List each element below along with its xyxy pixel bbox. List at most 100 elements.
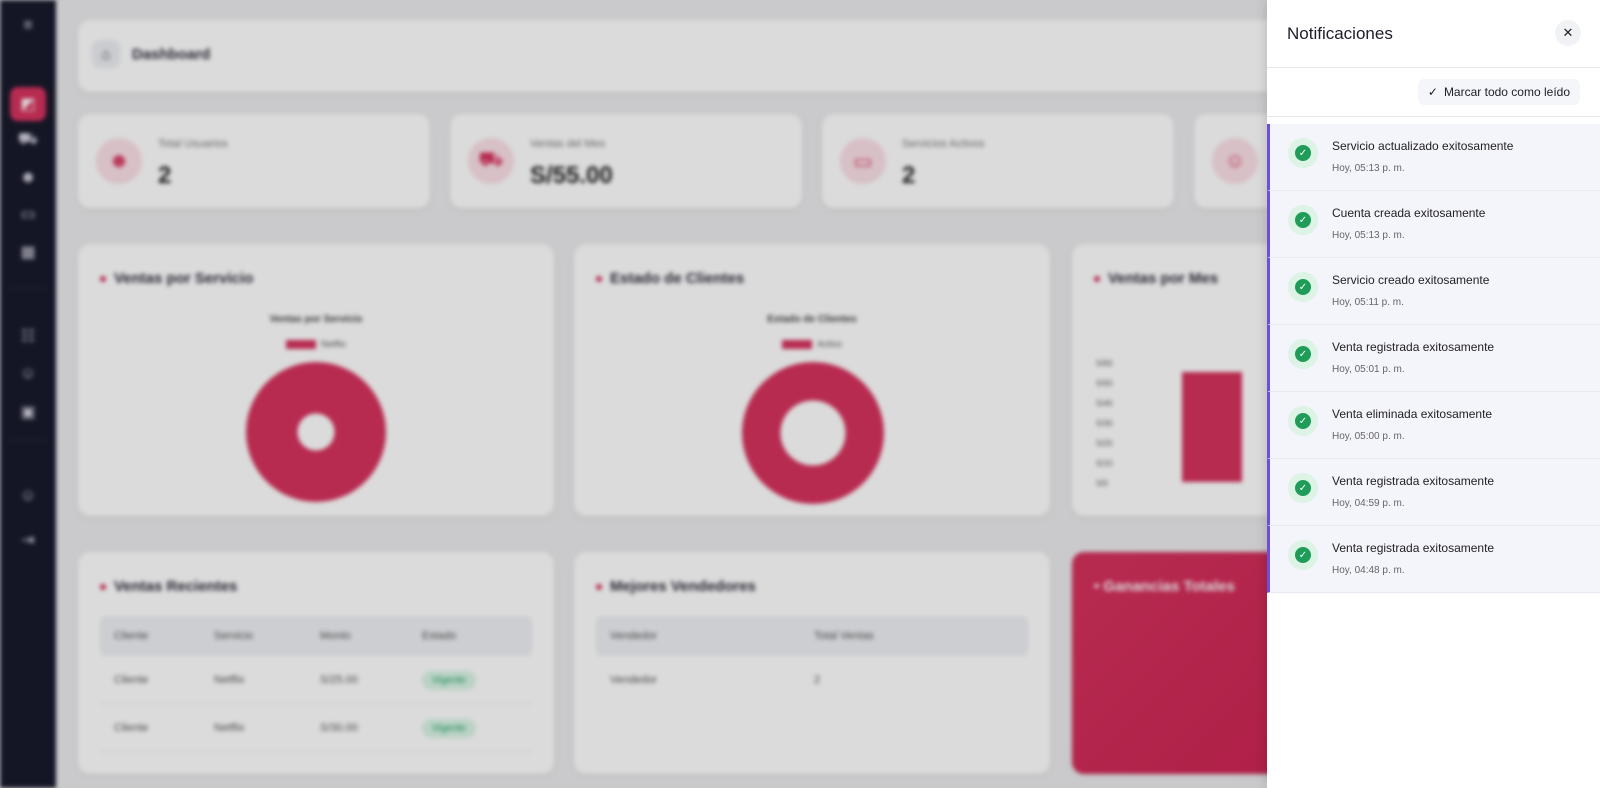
check-circle-icon: ✓: [1288, 272, 1318, 302]
y-tick: S/50: [1096, 379, 1113, 388]
notifications-drawer: Notificaciones ✕ ✓ Marcar todo como leíd…: [1267, 0, 1600, 788]
notification-item[interactable]: ✓ Servicio creado exitosamente Hoy, 05:1…: [1267, 258, 1600, 325]
table-row[interactable]: Cliente Netflix S/25.00 Vigente: [100, 656, 532, 704]
menu-icon[interactable]: ≡: [23, 17, 33, 34]
profile-icon[interactable]: ☺: [19, 487, 37, 504]
notification-item[interactable]: ✓ Venta registrada exitosamente Hoy, 04:…: [1267, 459, 1600, 526]
y-tick: S/60: [1096, 359, 1113, 368]
stat-card: ▭ Servicios Activos 2: [822, 114, 1174, 208]
notification-time: Hoy, 05:13 p. m.: [1332, 230, 1405, 241]
table-header: Cliente Servicio Monto Estado: [100, 616, 532, 656]
notification-time: Hoy, 04:59 p. m.: [1332, 498, 1405, 509]
y-tick: S/0: [1096, 479, 1109, 488]
page-title: Dashboard: [132, 46, 211, 63]
panel-title: Ventas por Servicio: [100, 270, 253, 287]
donut-chart[interactable]: [742, 362, 884, 504]
bar[interactable]: [1182, 372, 1242, 482]
recent-sales-table: Cliente Servicio Monto Estado Cliente Ne…: [100, 616, 532, 752]
check-circle-icon: ✓: [1288, 138, 1318, 168]
cell: Cliente: [114, 673, 149, 686]
group-icon[interactable]: ☷: [20, 328, 36, 345]
table-header: Vendedor Total Ventas: [596, 616, 1028, 656]
notification-item[interactable]: ✓ Venta registrada exitosamente Hoy, 05:…: [1267, 325, 1600, 392]
monitor-icon[interactable]: ▭: [20, 206, 36, 223]
earnings-title: • Ganancias Totales: [1094, 578, 1235, 595]
cell: S/25.00: [320, 673, 358, 686]
notification-item[interactable]: ✓ Cuenta creada exitosamente Hoy, 05:13 …: [1267, 191, 1600, 258]
top-sellers-table: Vendedor Total Ventas Vendedor 2: [596, 616, 1028, 704]
sidebar: ≡ ◩ ⛟ ☻ ▭ ▦ ☷ ☺ ▣ ☺ ⇥: [0, 0, 56, 788]
notification-time: Hoy, 05:01 p. m.: [1332, 364, 1405, 375]
notification-item[interactable]: ✓ Venta registrada exitosamente Hoy, 04:…: [1267, 526, 1600, 593]
check-circle-icon: ✓: [1288, 406, 1318, 436]
column-header: Monto: [320, 630, 351, 642]
status-badge: Vigente: [422, 718, 476, 738]
table-row[interactable]: Cliente Netflix S/30.00 Vigente: [100, 704, 532, 752]
drawer-actions: ✓ Marcar todo como leído: [1267, 68, 1600, 117]
close-icon: ✕: [1562, 25, 1574, 40]
check-circle-icon: ✓: [1288, 473, 1318, 503]
panel-title: Ventas Recientes: [100, 578, 237, 595]
users-icon: ☻: [96, 138, 142, 184]
y-tick: S/20: [1096, 439, 1113, 448]
notification-item[interactable]: ✓ Venta eliminada exitosamente Hoy, 05:0…: [1267, 392, 1600, 459]
donut-chart[interactable]: [246, 362, 386, 502]
notification-message: Venta registrada exitosamente: [1332, 541, 1495, 555]
cell: S/30.00: [320, 721, 358, 734]
sidebar-divider: [8, 440, 48, 441]
panel-title: Estado de Clientes: [596, 270, 744, 287]
stat-value: 2: [902, 162, 916, 189]
chart-title: Estado de Clientes: [767, 314, 857, 325]
stat-value: 2: [158, 162, 172, 189]
chart-panel-ventas-servicio: Ventas por Servicio Ventas por Servicio …: [78, 244, 554, 516]
notification-message: Servicio actualizado exitosamente: [1332, 139, 1514, 153]
drawer-title: Notificaciones: [1287, 24, 1393, 43]
check-circle-icon: ✓: [1288, 540, 1318, 570]
cell: Cliente: [114, 721, 149, 734]
stat-card: ☻ Total Usuarios 2: [78, 114, 430, 208]
ticket-icon[interactable]: ▣: [20, 404, 36, 421]
home-icon[interactable]: ⌂: [92, 40, 120, 68]
column-header: Servicio: [214, 630, 254, 642]
users-icon[interactable]: ☻: [19, 169, 37, 186]
notification-time: Hoy, 04:48 p. m.: [1332, 565, 1405, 576]
legend-label: Netflix: [320, 339, 346, 349]
stat-value: S/55.00: [530, 162, 613, 189]
chart-legend: Netflix: [78, 339, 554, 350]
notification-message: Venta eliminada exitosamente: [1332, 407, 1493, 421]
notification-item[interactable]: ✓ Servicio actualizado exitosamente Hoy,…: [1267, 124, 1600, 191]
cell: Netflix: [214, 721, 245, 734]
chart-legend: Activo: [574, 339, 1050, 350]
y-axis-ticks: S/60 S/50 S/40 S/30 S/20 S/10 S/0: [1096, 354, 1112, 494]
chart-icon[interactable]: ◩: [10, 87, 46, 121]
panel-title: Mejores Vendedores: [596, 578, 756, 595]
notification-message: Servicio creado exitosamente: [1332, 273, 1490, 287]
monitor-icon: ▭: [840, 138, 886, 184]
y-tick: S/40: [1096, 399, 1113, 408]
topbar: ⌂ Dashboard: [78, 20, 1478, 92]
calendar-icon[interactable]: ▦: [20, 244, 36, 261]
notification-time: Hoy, 05:00 p. m.: [1332, 431, 1405, 442]
close-button[interactable]: ✕: [1555, 20, 1581, 46]
top-sellers-panel: Mejores Vendedores Vendedor Total Ventas…: [574, 552, 1050, 774]
legend-label: Activo: [817, 339, 842, 349]
stat-label: Total Usuarios: [158, 138, 228, 150]
cart-icon[interactable]: ⛟: [17, 131, 39, 148]
notification-message: Venta registrada exitosamente: [1332, 474, 1495, 488]
table-row[interactable]: Vendedor 2: [596, 656, 1028, 704]
check-circle-icon: ✓: [1288, 205, 1318, 235]
stat-label: Ventas del Mes: [530, 138, 606, 150]
user-icon[interactable]: ☺: [19, 365, 37, 382]
mark-all-read-button[interactable]: ✓ Marcar todo como leído: [1417, 79, 1580, 105]
panel-title: Ventas por Mes: [1094, 270, 1218, 287]
notification-message: Venta registrada exitosamente: [1332, 340, 1495, 354]
logout-icon[interactable]: ⇥: [21, 532, 35, 549]
drawer-header: Notificaciones ✕: [1267, 0, 1600, 68]
double-check-icon: ✓: [1427, 85, 1438, 99]
status-badge: Vigente: [422, 670, 476, 690]
stat-card: ⛟ Ventas del Mes S/55.00: [450, 114, 802, 208]
column-header: Total Ventas: [814, 630, 874, 642]
y-tick: S/10: [1096, 459, 1113, 468]
column-header: Estado: [422, 630, 457, 642]
earnings-title-text: Ganancias Totales: [1103, 578, 1235, 595]
